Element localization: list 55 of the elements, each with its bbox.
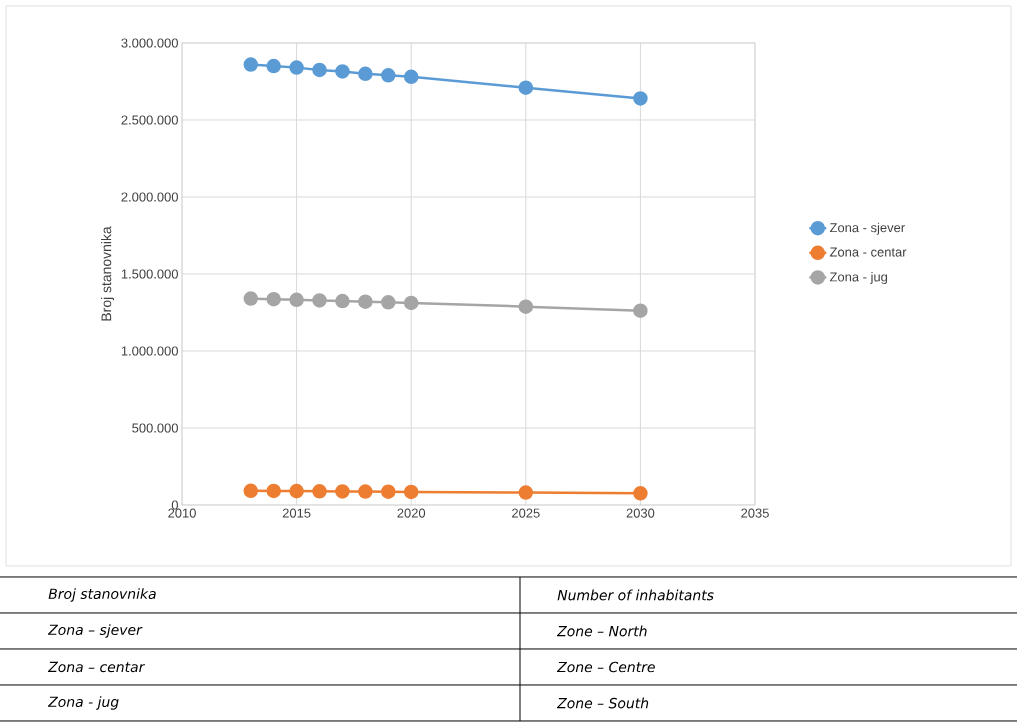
legend-label: Zona - jug (829, 271, 888, 285)
x-tick-label: 2015 (282, 508, 311, 518)
text: Zone – South (556, 697, 649, 709)
point (633, 303, 648, 318)
point (243, 57, 259, 72)
x-tick-label: 2010 (168, 508, 196, 518)
point (633, 486, 648, 501)
point (381, 68, 396, 83)
legend-label: Zona - sjever (829, 222, 905, 235)
point (289, 483, 304, 499)
x-tick-label: 2030 (626, 508, 655, 518)
point (518, 485, 534, 500)
legend-label: Zona - centar (829, 247, 907, 257)
point (289, 292, 304, 308)
text: Zona – sjever (47, 624, 143, 638)
x-tick-label: 2035 (741, 508, 769, 518)
point (266, 483, 281, 499)
point (335, 64, 350, 79)
text: Zone – North (556, 625, 647, 637)
text: Zona – centar (47, 661, 146, 673)
y-tick-label: 3.000.000 (121, 38, 178, 48)
point (266, 291, 281, 307)
y-tick-label: 1.000.000 (121, 346, 178, 356)
point (266, 58, 281, 74)
y-tick-label: 2.000.000 (121, 192, 178, 202)
text: Zone – Centre (556, 661, 655, 673)
point (358, 294, 373, 309)
point (243, 483, 259, 499)
x-tick-label: 2020 (397, 508, 426, 518)
point (289, 60, 304, 75)
text: Zona - jug (47, 696, 119, 710)
y-axis-title: Broj stanovnika (101, 226, 115, 321)
point (312, 293, 327, 308)
y-tick-label: 0 (171, 500, 178, 510)
y-tick-label: 1.500.000 (121, 269, 178, 279)
point (381, 295, 396, 310)
point (335, 293, 350, 309)
point (312, 484, 327, 499)
text: Broj stanovnika (48, 588, 156, 602)
point (243, 291, 259, 306)
y-tick-label: 500.000 (132, 423, 178, 433)
point (358, 66, 373, 82)
point (633, 91, 648, 106)
point (358, 484, 373, 499)
point (518, 80, 534, 95)
text: Number of inhabitants (557, 589, 714, 601)
point (335, 484, 350, 499)
point (312, 62, 327, 78)
point (518, 299, 534, 314)
point (381, 484, 396, 499)
point (403, 69, 419, 85)
x-tick-label: 2025 (512, 508, 540, 518)
y-tick-label: 2.500.000 (121, 115, 178, 125)
point (403, 295, 419, 311)
point (403, 484, 419, 500)
